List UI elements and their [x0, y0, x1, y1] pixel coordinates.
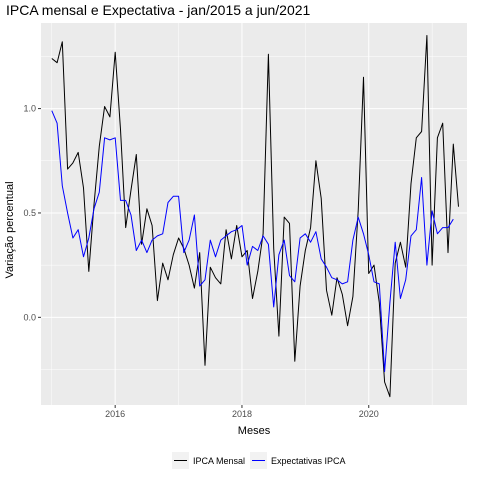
legend-label-1: IPCA Mensal — [193, 456, 245, 466]
y-tick-label: 1.0 — [23, 104, 36, 114]
plot-panel — [41, 23, 467, 405]
y-tick-label: 0.5 — [23, 208, 36, 218]
y-axis-title: Variação percentual — [4, 181, 16, 278]
x-axis-title: Meses — [238, 425, 271, 437]
series-line-2 — [51, 110, 454, 373]
y-tick-label: 0.0 — [23, 312, 36, 322]
series-line-1 — [51, 35, 459, 398]
x-tick-label: 2020 — [359, 409, 379, 419]
legend-label-2: Expectativas IPCA — [271, 456, 346, 466]
grid — [41, 23, 467, 405]
legend: IPCA Mensal Expectativas IPCA — [172, 452, 346, 469]
series-lines — [51, 35, 459, 398]
y-axis: 0.0 0.5 1.0 — [23, 104, 41, 322]
x-tick-label: 2018 — [232, 409, 252, 419]
chart-title: IPCA mensal e Expectativa - jan/2015 a j… — [6, 2, 311, 18]
x-tick-label: 2016 — [105, 409, 125, 419]
x-axis: 2016 2018 2020 — [105, 405, 379, 419]
